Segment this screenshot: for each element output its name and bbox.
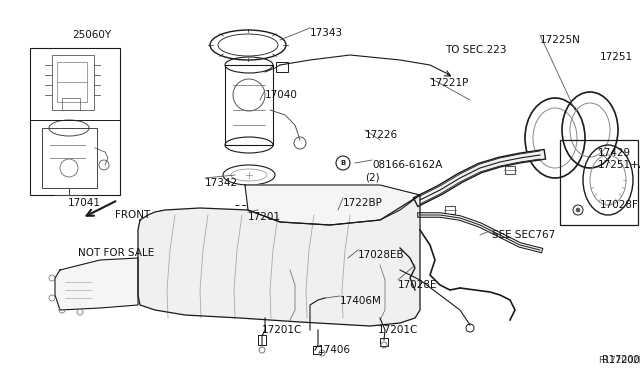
Bar [42,128,97,188]
Text: 17251: 17251 [600,52,633,62]
Polygon shape [55,258,138,310]
Bar [62,98,80,110]
Text: R172002K: R172002K [602,355,640,365]
Bar [52,55,94,110]
Text: 17343: 17343 [310,28,343,38]
Text: 17342: 17342 [205,178,238,188]
Polygon shape [245,185,420,225]
Bar [30,48,120,195]
Text: 1722BP: 1722BP [343,198,383,208]
Bar [505,166,515,174]
Text: FRONT: FRONT [115,210,150,220]
Bar [57,62,87,102]
Text: SEE SEC767: SEE SEC767 [492,230,556,240]
Text: 17041: 17041 [68,198,101,208]
Text: 17040: 17040 [265,90,298,100]
Bar [560,140,638,225]
Bar [445,206,455,214]
Text: R172002K: R172002K [598,356,640,365]
Text: B: B [340,160,346,166]
Bar [258,335,266,345]
Text: 17201C: 17201C [262,325,302,335]
Text: TO SEC.223: TO SEC.223 [445,45,506,55]
Bar [63,275,93,303]
Text: 17251+A: 17251+A [598,160,640,170]
Circle shape [576,208,580,212]
Text: NOT FOR SALE: NOT FOR SALE [78,248,154,258]
Text: 17226: 17226 [365,130,398,140]
Text: 17028E: 17028E [398,280,438,290]
Polygon shape [138,195,420,326]
Text: 17225N: 17225N [540,35,581,45]
Bar [276,62,288,72]
Text: 17406M: 17406M [340,296,382,306]
Text: (2): (2) [365,172,380,182]
Text: 17201C: 17201C [378,325,419,335]
Bar [313,346,321,354]
Text: 17429: 17429 [598,148,631,158]
Text: 25060Y: 25060Y [72,30,111,40]
Text: 17406: 17406 [318,345,351,355]
Bar [225,65,273,145]
Text: 17201: 17201 [248,212,281,222]
Text: 17028F: 17028F [600,200,639,210]
Text: 08166-6162A: 08166-6162A [372,160,442,170]
Text: 17221P: 17221P [430,78,469,88]
Text: 17028EB: 17028EB [358,250,404,260]
Bar [380,338,388,346]
